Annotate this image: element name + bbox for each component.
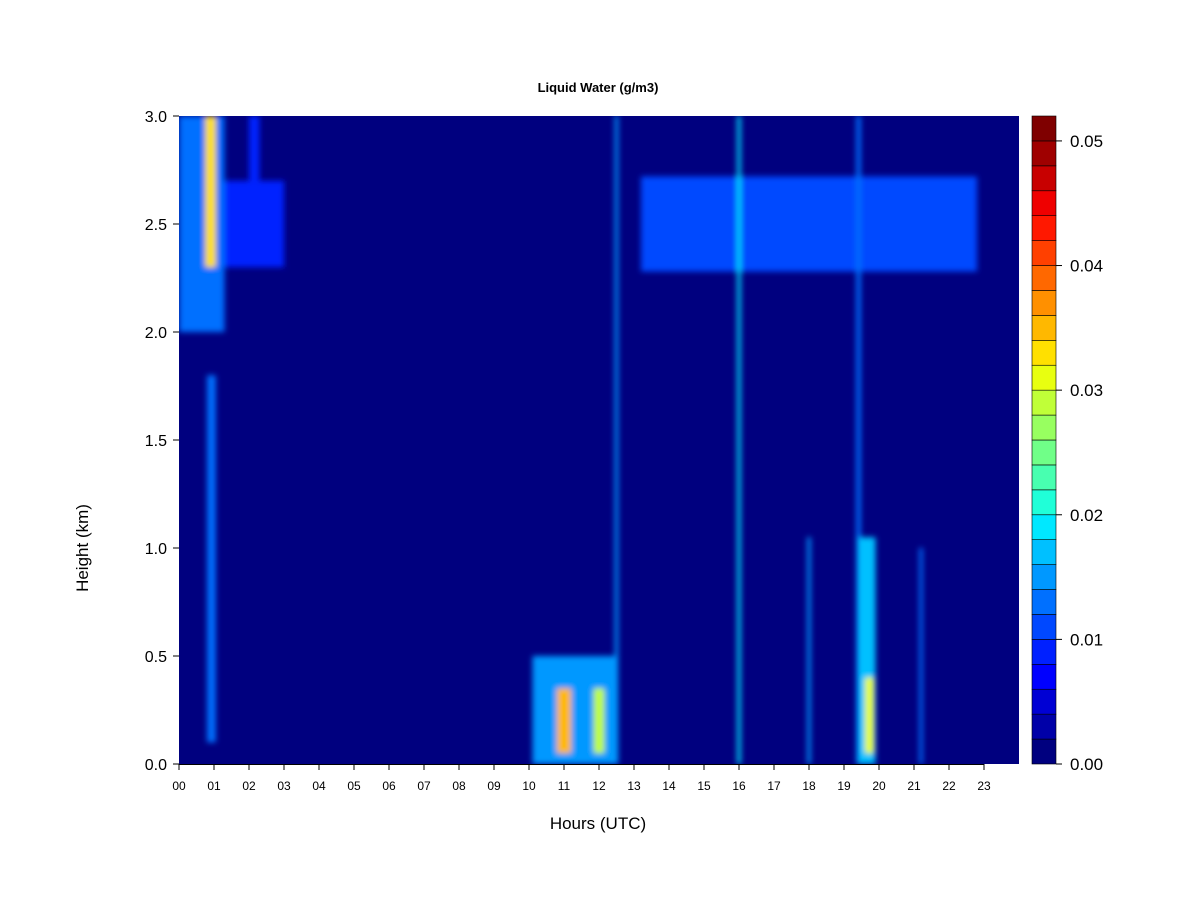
colorbar-segment-2 — [1031, 688, 1057, 715]
heatmap-feature-2 — [224, 180, 284, 268]
colorbar-segment-1 — [1031, 713, 1057, 740]
x-tick-label-18: 18 — [802, 779, 816, 793]
x-tick-label-12: 12 — [592, 779, 606, 793]
colorbar-segment-20 — [1031, 240, 1057, 266]
y-axis-label: Height (km) — [73, 504, 92, 592]
colorbar-segment-13 — [1031, 414, 1057, 441]
heatmap-feature-5 — [641, 176, 977, 272]
x-tick-label-6: 06 — [382, 779, 396, 793]
colorbar-segment-8 — [1031, 539, 1057, 565]
x-tick-label-0: 00 — [172, 779, 186, 793]
colorbar-segment-21 — [1031, 215, 1057, 241]
colorbar-segment-18 — [1031, 290, 1057, 316]
colorbar-segment-9 — [1031, 514, 1057, 540]
colorbar-tick-label-2: 0.02 — [1070, 506, 1103, 525]
x-tick-label-5: 05 — [347, 779, 361, 793]
x-axis-label: Hours (UTC) — [550, 814, 646, 833]
colorbar-segment-25 — [1031, 115, 1057, 142]
heatmap-feature-9 — [614, 116, 619, 764]
y-tick-label-5: 2.5 — [145, 217, 167, 234]
y-tick-label-0: 0.0 — [145, 757, 167, 774]
x-tick-label-2: 02 — [242, 779, 256, 793]
heatmap-feature-11 — [856, 116, 861, 764]
heatmap-feature-14 — [807, 537, 811, 764]
x-tick-label-9: 09 — [487, 779, 501, 793]
colorbar-segment-12 — [1031, 439, 1057, 466]
y-tick-label-4: 2.0 — [145, 325, 167, 342]
colorbar-segment-22 — [1031, 190, 1057, 216]
heatmap-feature-10 — [737, 116, 741, 764]
colorbar-segment-5 — [1031, 614, 1057, 640]
heatmap-feature-8 — [593, 688, 605, 754]
x-tick-label-22: 22 — [942, 779, 956, 793]
colorbar-segment-4 — [1031, 639, 1057, 665]
colorbar-ticks: 0.00 0.01 0.02 0.03 0.04 0.05 — [1056, 132, 1103, 774]
colorbar-segment-14 — [1031, 389, 1057, 416]
colorbar-segment-24 — [1031, 140, 1057, 167]
y-tick-label-3: 1.5 — [145, 433, 167, 450]
x-tick-label-13: 13 — [627, 779, 641, 793]
x-tick-label-15: 15 — [697, 779, 711, 793]
x-tick-label-20: 20 — [872, 779, 886, 793]
colorbar-tick-label-1: 0.01 — [1070, 630, 1103, 649]
y-tick-label-1: 0.5 — [145, 649, 167, 666]
x-tick-label-1: 01 — [207, 779, 221, 793]
heatmap-feature-1 — [205, 116, 216, 268]
colorbar-segment-0 — [1031, 738, 1057, 765]
heatmap-feature-0 — [179, 116, 225, 332]
data-features — [179, 116, 977, 764]
x-tick-label-8: 08 — [452, 779, 466, 793]
x-tick-label-21: 21 — [907, 779, 921, 793]
heatmap-feature-4 — [207, 375, 216, 743]
colorbar-tick-label-3: 0.03 — [1070, 381, 1103, 400]
x-tick-label-3: 03 — [277, 779, 291, 793]
heatmap-feature-15 — [919, 548, 923, 764]
y-tick-label-6: 3.0 — [145, 109, 167, 126]
y-axis: 0.0 0.5 1.0 1.5 2.0 2.5 3.0 — [145, 109, 179, 774]
colorbar-segment-10 — [1031, 489, 1057, 516]
y-tick-label-2: 1.0 — [145, 541, 167, 558]
x-axis: 00 01 02 03 04 05 06 07 08 09 10 11 12 13 14 15 16 17 18 19… — [172, 764, 991, 793]
x-tick-label-23: 23 — [977, 779, 991, 793]
colorbar-tick-label-0: 0.00 — [1070, 755, 1103, 774]
colorbar-segment-23 — [1031, 165, 1057, 192]
colorbar-segment-16 — [1031, 340, 1057, 366]
colorbar-tick-label-5: 0.05 — [1070, 132, 1103, 151]
x-tick-label-10: 10 — [522, 779, 536, 793]
x-tick-label-14: 14 — [662, 779, 676, 793]
x-tick-label-17: 17 — [767, 779, 781, 793]
colorbar-segment-7 — [1031, 564, 1057, 590]
x-tick-label-4: 04 — [312, 779, 326, 793]
x-tick-label-7: 07 — [417, 779, 431, 793]
x-tick-label-16: 16 — [732, 779, 746, 793]
heatmap-feature-13 — [865, 677, 874, 754]
colorbar — [1031, 115, 1057, 765]
colorbar-segment-15 — [1031, 364, 1057, 391]
colorbar-segment-11 — [1031, 464, 1057, 491]
x-tick-label-19: 19 — [837, 779, 851, 793]
chart-title: Liquid Water (g/m3) — [538, 80, 659, 95]
heatmap-feature-7 — [557, 688, 571, 754]
colorbar-segment-19 — [1031, 265, 1057, 291]
colorbar-segment-17 — [1031, 315, 1057, 341]
colorbar-segment-6 — [1031, 589, 1057, 615]
heatmap-feature-3 — [249, 116, 260, 181]
colorbar-segment-3 — [1031, 664, 1057, 690]
x-tick-label-11: 11 — [558, 779, 571, 793]
colorbar-tick-label-4: 0.04 — [1070, 257, 1103, 276]
